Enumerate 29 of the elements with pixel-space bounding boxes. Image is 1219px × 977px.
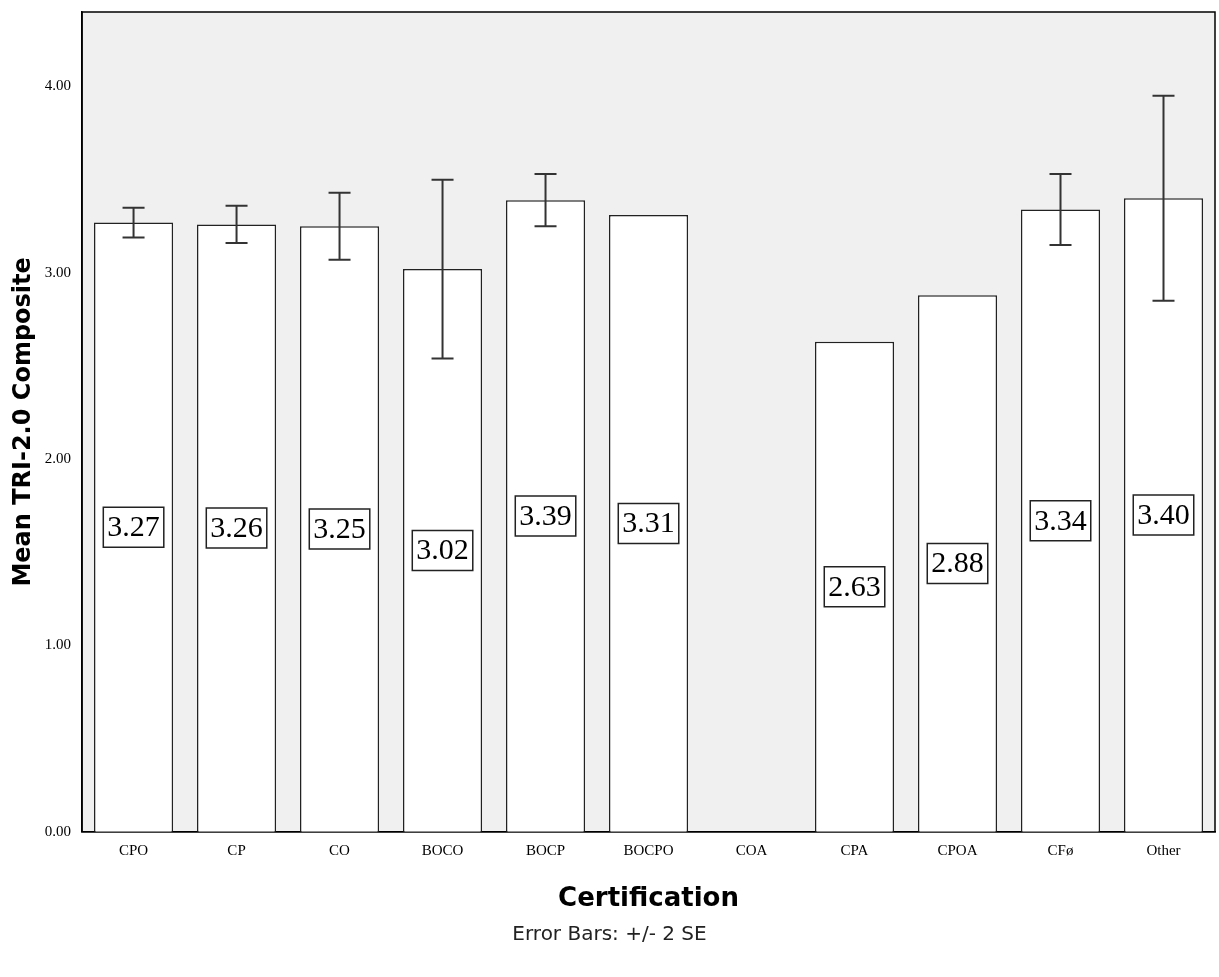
x-tick-label: COA: [735, 841, 768, 858]
x-tick-label: CO: [329, 841, 351, 858]
data-label: 2.63: [828, 568, 881, 602]
x-tick-label: CPA: [840, 841, 869, 858]
y-tick-label: 4.00: [44, 77, 72, 94]
x-tick-label: BOCPO: [623, 841, 674, 858]
y-tick-label: 2.00: [44, 450, 72, 467]
text: Error Bars: +/- 2 SE: [511, 921, 708, 945]
data-label: 3.26: [210, 509, 263, 543]
data-label: 3.02: [416, 532, 469, 566]
y-axis-title: Mean TRI-2.0 Composite: [7, 257, 36, 587]
x-tick-label: BOCP: [525, 841, 566, 858]
x-tick-label: CPOA: [937, 841, 978, 858]
data-label: 3.40: [1137, 496, 1190, 530]
data-label: 2.88: [931, 545, 984, 579]
x-tick-label: CFø: [1047, 841, 1074, 858]
y-tick-label: 0.00: [44, 822, 72, 839]
data-label: 3.34: [1034, 502, 1087, 536]
data-label: 3.31: [622, 505, 675, 539]
y-tick-label: 3.00: [44, 263, 72, 280]
x-tick-label: CP: [227, 841, 246, 858]
x-tick-label: BOCO: [421, 841, 464, 858]
data-label: 3.39: [519, 497, 572, 531]
x-tick-label: CPO: [118, 841, 149, 858]
x-axis-title: Certification: [558, 882, 739, 913]
y-tick-label: 1.00: [44, 636, 72, 653]
data-label: 3.25: [313, 510, 366, 544]
data-label: 3.27: [107, 509, 160, 543]
x-tick-label: Other: [1146, 841, 1181, 858]
